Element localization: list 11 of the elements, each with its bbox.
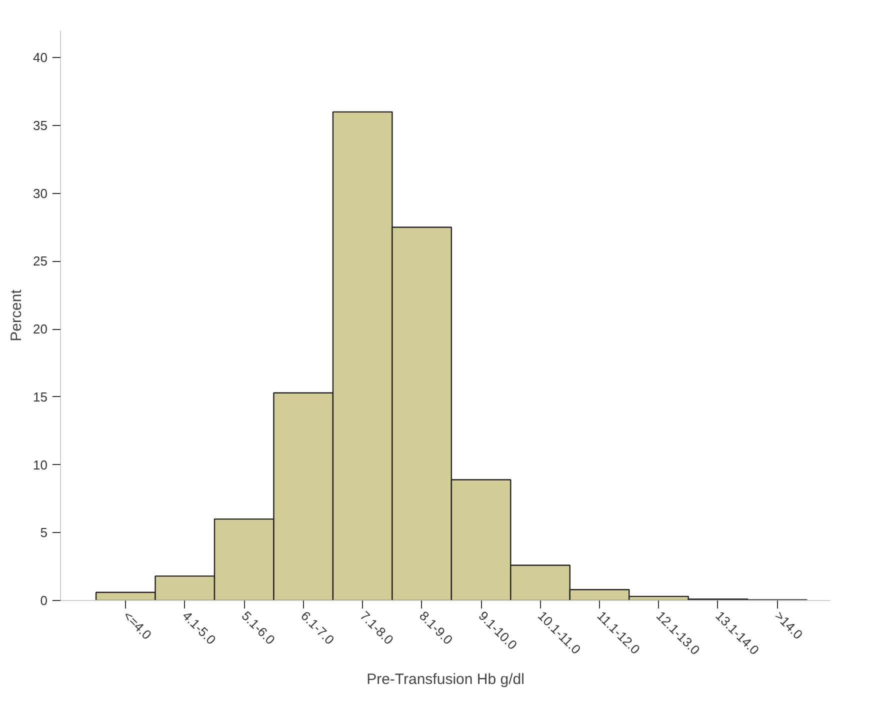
y-tick-label: 10 xyxy=(33,457,48,472)
y-tick-label: 5 xyxy=(40,525,48,540)
y-tick-label: 0 xyxy=(40,593,48,608)
y-tick-label: 20 xyxy=(33,322,48,337)
y-tick-label: 15 xyxy=(33,389,48,404)
y-tick-label: 35 xyxy=(33,118,48,133)
y-tick-label: 25 xyxy=(33,254,48,269)
y-axis-title: Percent xyxy=(8,288,26,342)
y-tick-label: 30 xyxy=(33,186,48,201)
x-axis-title: Pre-Transfusion Hb g/dl xyxy=(366,670,524,688)
y-tick-label: 40 xyxy=(33,50,48,66)
